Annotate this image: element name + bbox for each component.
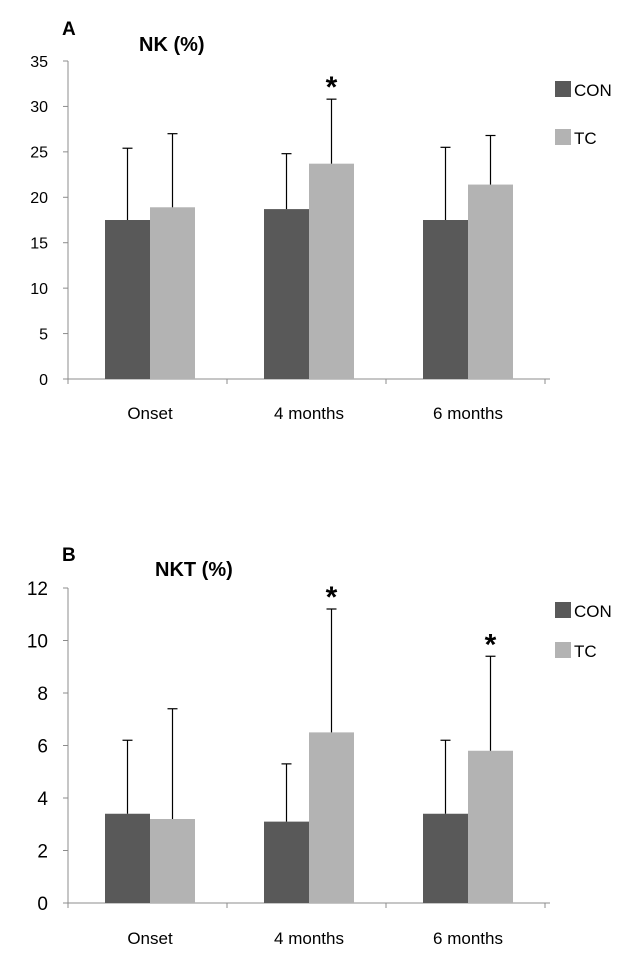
chart-title: NKT (%) xyxy=(155,559,233,581)
panel-letter: B xyxy=(62,545,76,566)
legend-label-tc: TC xyxy=(574,642,597,661)
bar-con-6-months xyxy=(423,813,468,903)
y-tick-label: 25 xyxy=(30,145,48,162)
bar-con-onset xyxy=(105,813,150,903)
y-tick-label: 0 xyxy=(37,894,48,915)
panel-letter: A xyxy=(62,19,76,40)
y-tick-label: 8 xyxy=(37,684,48,705)
y-tick-label: 15 xyxy=(30,235,48,252)
chart-title: NK (%) xyxy=(139,34,205,56)
bar-tc-4-months xyxy=(309,732,354,903)
y-tick-label: 30 xyxy=(30,99,48,116)
legend-label-con: CON xyxy=(574,602,612,621)
legend-swatch-con xyxy=(555,81,571,97)
significance-marker: * xyxy=(326,71,338,104)
bar-tc-4-months xyxy=(309,163,354,379)
x-category-label: Onset xyxy=(127,929,173,948)
nkt-chart: B NKT (%) 0 2 4 6 8 10 12 Onset * 4 months * 6 months… xyxy=(27,545,612,948)
legend-label-tc: TC xyxy=(574,129,597,148)
x-category-label: 6 months xyxy=(433,404,503,423)
y-tick-label: 4 xyxy=(37,789,48,810)
bar-tc-6-months xyxy=(468,750,513,903)
legend-label-con: CON xyxy=(574,81,612,100)
x-category-label: 4 months xyxy=(274,404,344,423)
legend-swatch-tc xyxy=(555,129,571,145)
bar-con-4-months xyxy=(264,821,309,903)
bar-con-6-months xyxy=(423,220,468,379)
bar-con-4-months xyxy=(264,209,309,379)
bar-con-onset xyxy=(105,220,150,379)
bar-tc-onset xyxy=(150,207,195,379)
y-tick-label: 35 xyxy=(30,54,48,71)
y-tick-label: 2 xyxy=(37,841,48,862)
y-tick-label: 12 xyxy=(27,579,48,600)
x-category-label: 6 months xyxy=(433,929,503,948)
bar-tc-onset xyxy=(150,819,195,903)
x-category-label: Onset xyxy=(127,404,173,423)
significance-marker: * xyxy=(485,628,497,661)
y-tick-label: 10 xyxy=(30,281,48,298)
significance-marker: * xyxy=(326,581,338,614)
y-tick-label: 5 xyxy=(39,326,48,343)
panel-a: A NK (%) 0 5 10 15 20 25 30 35 Onset * 4 months 6 mon… xyxy=(0,0,642,460)
y-tick-label: 0 xyxy=(39,372,48,389)
panel-b: B NKT (%) 0 2 4 6 8 10 12 Onset * 4 months * 6 months… xyxy=(0,520,642,972)
legend-swatch-tc xyxy=(555,642,571,658)
y-tick-label: 10 xyxy=(27,631,48,652)
x-category-label: 4 months xyxy=(274,929,344,948)
nk-chart: A NK (%) 0 5 10 15 20 25 30 35 Onset * 4 months 6 mon… xyxy=(30,19,612,423)
y-tick-label: 20 xyxy=(30,190,48,207)
bar-tc-6-months xyxy=(468,184,513,379)
legend-swatch-con xyxy=(555,602,571,618)
y-tick-label: 6 xyxy=(37,736,48,757)
